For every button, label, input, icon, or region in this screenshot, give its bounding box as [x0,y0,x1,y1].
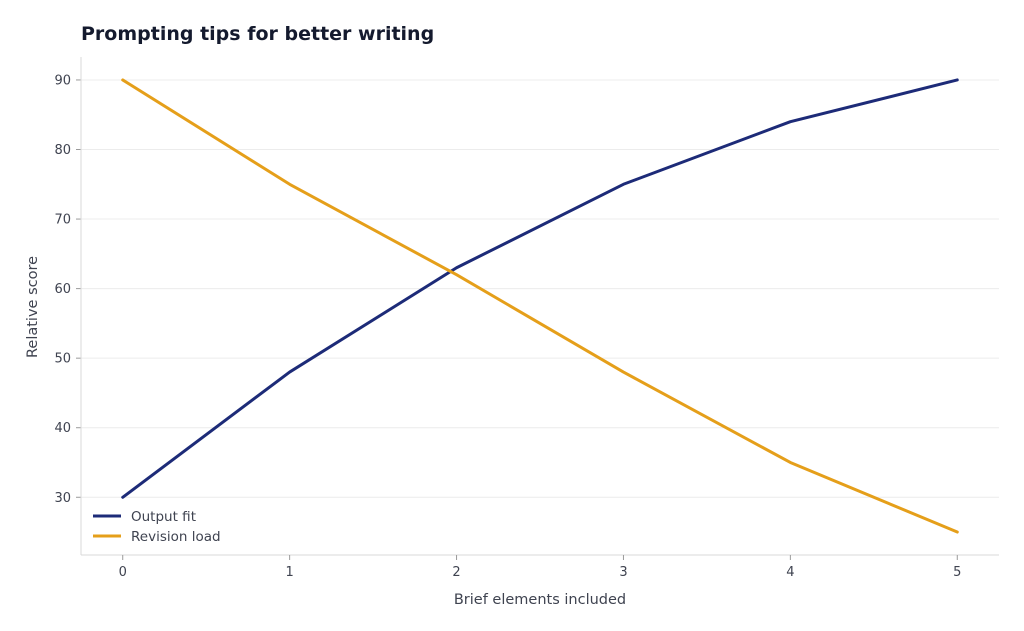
x-tick-label: 3 [619,565,627,580]
y-tick-label: 90 [54,73,71,88]
y-tick-label: 50 [54,352,71,367]
y-tick-label: 80 [54,143,71,158]
chart-title: Prompting tips for better writing [81,23,434,45]
legend: Output fit Revision load [93,509,221,545]
legend-label: Output fit [131,509,196,525]
gridlines [81,79,999,498]
series-line-output-fit [121,78,959,499]
y-tick-label: 40 [54,421,71,436]
y-axis-label: Relative score [25,256,41,358]
x-tick-label: 2 [452,565,460,580]
x-axis-label: Brief elements included [454,592,626,608]
legend-label: Revision load [131,529,221,545]
y-tick-label: 30 [54,491,71,506]
y-tick-label: 70 [54,213,71,228]
x-tick-label: 5 [953,565,961,580]
x-tick-label: 0 [119,565,127,580]
series-lines [121,78,959,534]
y-tick-label: 60 [54,282,71,297]
x-tick-label: 4 [786,565,794,580]
axes: 30 40 50 60 70 80 90 0 1 2 3 4 5 [54,57,999,580]
x-tick-label: 1 [285,565,293,580]
series-line-revision-load [121,78,959,534]
